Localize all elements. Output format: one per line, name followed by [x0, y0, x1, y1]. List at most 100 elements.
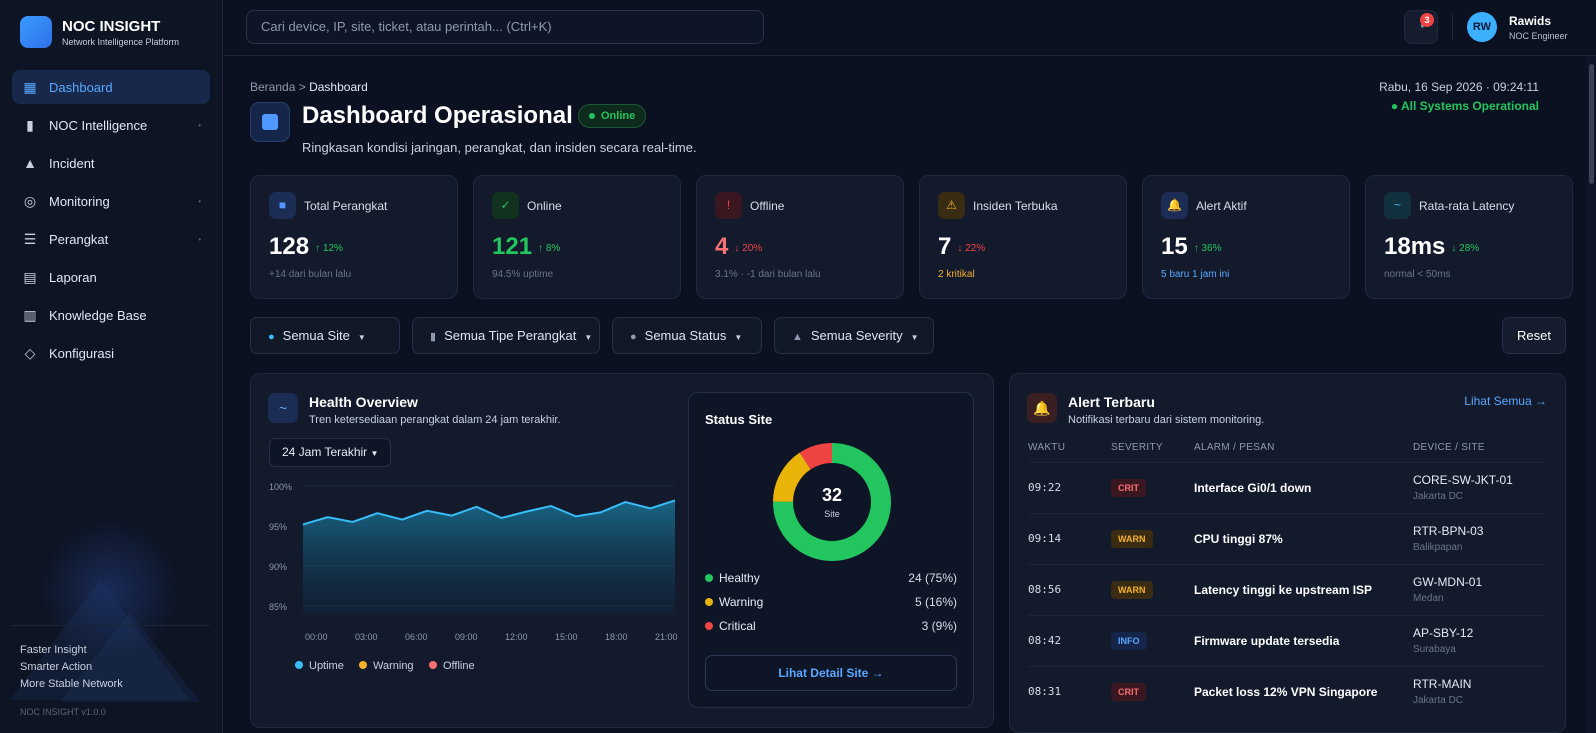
legend-item: Uptime: [295, 660, 344, 672]
stat-card[interactable]: ! Offline 4 ↓ 20% 3.1% · -1 dari bulan lalu: [696, 175, 904, 299]
stat-note: +14 dari bulan lalu: [269, 269, 352, 280]
stat-card[interactable]: 🔔 Alert Aktif 15 ↑ 36% 5 baru 1 jam ini: [1142, 175, 1350, 299]
sidebar-item-perangkat[interactable]: ☰ Perangkat •: [12, 222, 210, 256]
globe-icon: ●: [268, 331, 275, 343]
site-status-value: 3 (9%): [921, 619, 957, 633]
sidebar-item-konfigurasi[interactable]: ◇ Konfigurasi: [12, 336, 210, 370]
notification-button[interactable]: ◔ 3: [1404, 10, 1438, 44]
sidebar-item-label: Monitoring: [49, 193, 110, 209]
stat-card[interactable]: ✓ Online 121 ↑ 8% 94.5% uptime: [473, 175, 681, 299]
alert-time: 08:42: [1028, 634, 1062, 647]
health-subtitle: Tren ketersediaan perangkat dalam 24 jam…: [309, 414, 561, 426]
alert-message: CPU tinggi 87%: [1194, 532, 1283, 546]
x-tick-label: 03:00: [355, 632, 378, 642]
alert-row[interactable]: 09:14 WARN CPU tinggi 87% RTR-BPN-03 Balikpa…: [1028, 513, 1547, 564]
stat-label: Alert Aktif: [1196, 199, 1247, 213]
alert-time: 08:56: [1028, 583, 1062, 596]
sidebar-item-noc-intelligence[interactable]: ▮ NOC Intelligence •: [12, 108, 210, 142]
stat-value: 128 ↑ 12%: [269, 233, 343, 261]
severity-badge: WARN: [1111, 581, 1153, 599]
user-name[interactable]: Rawids: [1509, 14, 1552, 28]
chevron-icon: •: [198, 234, 201, 244]
alert-site: Jakarta DC: [1413, 491, 1464, 502]
chevron-down-icon: ▼: [910, 333, 919, 342]
decor-triangle: [60, 612, 200, 702]
view-site-detail-button[interactable]: Lihat Detail Site →: [705, 655, 957, 691]
alerts-title: Alert Terbaru: [1068, 394, 1155, 410]
grid-icon: ▦: [23, 78, 37, 95]
system-status-text: All Systems Operational: [1400, 99, 1539, 113]
stat-value: 7 ↓ 22%: [938, 233, 985, 261]
status-dot-icon: ●: [1390, 99, 1401, 113]
avatar[interactable]: RW: [1467, 12, 1497, 42]
scrollbar[interactable]: [1587, 56, 1596, 733]
chevron-down-icon: ▼: [584, 333, 593, 342]
breadcrumb-current: Dashboard: [309, 80, 368, 94]
notification-badge: 3: [1420, 13, 1434, 27]
breadcrumb-separator: >: [298, 80, 306, 94]
stat-label: Rata-rata Latency: [1419, 199, 1515, 213]
legend-label: Offline: [443, 660, 475, 672]
stat-card[interactable]: ⚠ Insiden Terbuka 7 ↓ 22% 2 kritikal: [919, 175, 1127, 299]
x-tick-label: 15:00: [555, 632, 578, 642]
alert-row[interactable]: 08:42 INFO Firmware update tersedia AP-SBY-…: [1028, 615, 1547, 666]
x-tick-label: 09:00: [455, 632, 478, 642]
alert-message: Interface Gi0/1 down: [1194, 481, 1312, 495]
column-header-message: ALARM / PESAN: [1194, 442, 1275, 453]
stat-trend: ↓ 20%: [734, 243, 763, 254]
filter-semua-status[interactable]: ● Semua Status ▼: [612, 317, 762, 354]
severity-badge: INFO: [1111, 632, 1147, 650]
bell-icon: ◔: [1417, 19, 1425, 34]
column-header-severity: SEVERITY: [1111, 442, 1163, 453]
status-dot-icon: [705, 574, 713, 582]
sidebar-item-incident[interactable]: ▲ Incident: [12, 146, 210, 180]
sidebar-item-dashboard[interactable]: ▦ Dashboard: [12, 70, 210, 104]
alert-row[interactable]: 08:56 WARN Latency tinggi ke upstream ISP G…: [1028, 564, 1547, 615]
warning-icon: ⚠: [938, 192, 965, 219]
alert-site: Jakarta DC: [1413, 695, 1464, 706]
site-status-value: 24 (75%): [908, 571, 957, 585]
stat-note: 5 baru 1 jam ini: [1161, 269, 1230, 280]
sidebar-item-laporan[interactable]: ▤ Laporan: [12, 260, 210, 294]
search-input[interactable]: Cari device, IP, site, ticket, atau peri…: [246, 10, 764, 44]
reset-button[interactable]: Reset: [1502, 317, 1566, 354]
chevron-down-icon: ▼: [357, 333, 366, 342]
sidebar-item-label: Knowledge Base: [49, 307, 147, 323]
document-icon: ▤: [23, 268, 37, 285]
sidebar-item-monitoring[interactable]: ◎ Monitoring •: [12, 184, 210, 218]
stat-value: 18ms ↓ 28%: [1384, 233, 1479, 261]
stat-value: 4 ↓ 20%: [715, 233, 762, 261]
filter-semua-tipe-perangkat[interactable]: ▮ Semua Tipe Perangkat ▼: [412, 317, 600, 354]
filter-semua-severity[interactable]: ▲ Semua Severity ▼: [774, 317, 934, 354]
pulse-icon: ~: [268, 393, 298, 423]
alert-row[interactable]: 09:22 CRIT Interface Gi0/1 down CORE-SW-JKT…: [1028, 462, 1547, 513]
column-header-device: DEVICE / SITE: [1413, 442, 1485, 453]
stat-card[interactable]: ■ Total Perangkat 128 ↑ 12% +14 dari bulan l…: [250, 175, 458, 299]
y-tick-label: 85%: [269, 602, 287, 612]
breadcrumb-home[interactable]: Beranda: [250, 80, 296, 94]
filter-semua-site[interactable]: ● Semua Site ▼: [250, 317, 400, 354]
time-range-select[interactable]: 24 Jam Terakhir ▼: [269, 438, 392, 467]
alert-device: RTR-MAIN: [1413, 677, 1472, 691]
alert-row[interactable]: 08:31 CRIT Packet loss 12% VPN Singapore RT…: [1028, 666, 1547, 717]
alert-time: 08:31: [1028, 685, 1062, 698]
sidebar-item-knowledge-base[interactable]: ▥ Knowledge Base: [12, 298, 210, 332]
decor-triangle: [10, 580, 190, 700]
filter-label: Semua Severity: [810, 328, 903, 343]
view-all-alerts-link[interactable]: Lihat Semua →: [1464, 394, 1547, 408]
alert-device: CORE-SW-JKT-01: [1413, 473, 1513, 487]
brand-tagline: Network Intelligence Platform: [62, 36, 180, 47]
x-tick-label: 18:00: [605, 632, 628, 642]
stat-trend: ↓ 28%: [1451, 243, 1480, 254]
site-status-label: Healthy: [719, 571, 760, 585]
stat-number: 4: [715, 233, 729, 260]
stat-card[interactable]: ~ Rata-rata Latency 18ms ↓ 28% normal < 50ms: [1365, 175, 1573, 299]
alert-time: 09:14: [1028, 532, 1062, 545]
target-icon: ◎: [23, 192, 37, 209]
brand[interactable]: NOC INSIGHT Network Intelligence Platfor…: [0, 0, 222, 64]
server-icon: ☰: [23, 230, 37, 247]
bell-icon: 🔔: [1027, 393, 1057, 423]
scrollbar-thumb[interactable]: [1589, 64, 1594, 184]
alert-site: Surabaya: [1413, 644, 1456, 655]
severity-badge: CRIT: [1111, 479, 1146, 497]
